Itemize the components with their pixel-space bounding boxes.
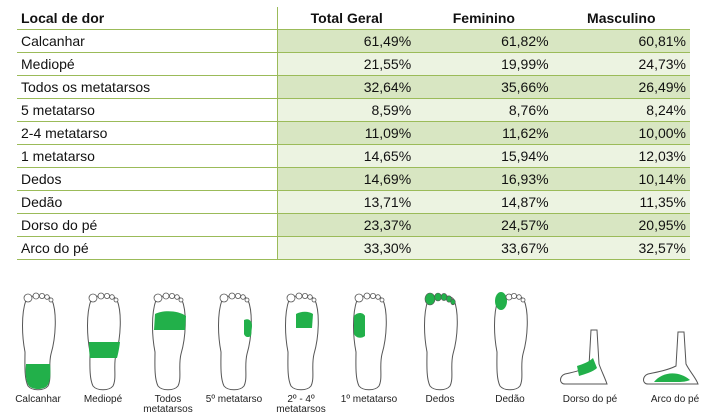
foot-dorsum-side-icon [560,329,608,385]
foot-fifth-metatarsal-icon [218,292,252,391]
foot-diagram-strip: Calcanhar Mediopé Todos metatarsos 5º me… [0,292,713,420]
cell-masculino: 20,95% [552,213,690,237]
foot-heel-icon [22,292,56,391]
cell-total: 23,37% [277,213,416,237]
foot-2-4-metatarsos: 2º - 4º metatarsos [266,292,336,420]
table-row: Calcanhar 61,49% 61,82% 60,81% [17,29,690,53]
table-header-row: Local de dor Total Geral Feminino Mascul… [17,7,690,30]
cell-total: 32,64% [277,75,416,99]
foot-5-metatarso: 5º metatarso [199,292,269,420]
header-masculino: Masculino [552,7,690,30]
label-todos-metatarsos: metatarsos [143,404,193,415]
label-calcanhar: Calcanhar [15,394,61,405]
foot-big-toe-icon [494,292,528,391]
label-todos: Todos [154,394,182,405]
foot-toes-icon [424,292,458,391]
table-row: 5 metatarso 8,59% 8,76% 8,24% [17,98,690,122]
cell-total: 11,09% [277,121,416,145]
header-local: Local de dor [17,7,278,30]
cell-feminino: 14,87% [415,190,553,214]
cell-feminino: 8,76% [415,98,553,122]
label-arco: Arco do pé [650,394,700,405]
cell-masculino: 10,00% [552,121,690,145]
foot-midfoot-icon [87,292,121,391]
cell-masculino: 8,24% [552,98,690,122]
label-2-4: 2º - 4º [287,394,315,405]
foot-calcanhar: Calcanhar [3,292,73,420]
cell-feminino: 16,93% [415,167,553,191]
row-label: Dedão [17,190,278,214]
header-total: Total Geral [277,7,416,30]
cell-feminino: 61,82% [415,29,553,53]
cell-total: 14,65% [277,144,416,168]
table-row: Dedão 13,71% 14,87% 11,35% [17,190,690,214]
foot-dedos: Dedos [405,292,475,420]
foot-arch-side-icon [643,331,699,385]
foot-dorso: Dorso do pé [555,292,625,420]
foot-1-metatarso: 1º metatarso [334,292,404,420]
row-label: Arco do pé [17,236,278,260]
cell-feminino: 11,62% [415,121,553,145]
cell-total: 61,49% [277,29,416,53]
label-2-4-metatarsos: metatarsos [276,404,326,415]
cell-masculino: 11,35% [552,190,690,214]
foot-todos-metatarsos: Todos metatarsos [133,292,203,420]
cell-feminino: 33,67% [415,236,553,260]
cell-masculino: 26,49% [552,75,690,99]
label-mediope: Mediopé [83,394,123,405]
pain-location-table: Local de dor Total Geral Feminino Mascul… [17,7,690,260]
table-row: 2-4 metatarso 11,09% 11,62% 10,00% [17,121,690,145]
cell-total: 33,30% [277,236,416,260]
label-1-metatarso: 1º metatarso [340,394,398,405]
foot-metatarsals-icon [152,292,186,391]
label-dedao: Dedão [495,394,525,405]
row-label: Mediopé [17,52,278,76]
cell-masculino: 60,81% [552,29,690,53]
cell-total: 21,55% [277,52,416,76]
cell-masculino: 32,57% [552,236,690,260]
foot-middle-metatarsals-icon [285,292,319,391]
cell-masculino: 12,03% [552,144,690,168]
cell-total: 14,69% [277,167,416,191]
row-label: Todos os metatarsos [17,75,278,99]
label-dedos: Dedos [425,394,455,405]
cell-feminino: 24,57% [415,213,553,237]
table-row: 1 metatarso 14,65% 15,94% 12,03% [17,144,690,168]
cell-feminino: 35,66% [415,75,553,99]
row-label: Dorso do pé [17,213,278,237]
foot-dedao: Dedão [475,292,545,420]
header-feminino: Feminino [415,7,553,30]
cell-masculino: 10,14% [552,167,690,191]
row-label: 1 metatarso [17,144,278,168]
foot-arco: Arco do pé [640,292,710,420]
cell-total: 13,71% [277,190,416,214]
row-label: 2-4 metatarso [17,121,278,145]
cell-total: 8,59% [277,98,416,122]
table-row: Dorso do pé 23,37% 24,57% 20,95% [17,213,690,237]
table-row: Dedos 14,69% 16,93% 10,14% [17,167,690,191]
table-row: Mediopé 21,55% 19,99% 24,73% [17,52,690,76]
foot-mediope: Mediopé [68,292,138,420]
foot-first-metatarsal-icon [353,292,387,391]
label-dorso: Dorso do pé [562,394,618,405]
table-row: Arco do pé 33,30% 33,67% 32,57% [17,236,690,260]
cell-feminino: 19,99% [415,52,553,76]
row-label: Dedos [17,167,278,191]
row-label: 5 metatarso [17,98,278,122]
cell-feminino: 15,94% [415,144,553,168]
table-row: Todos os metatarsos 32,64% 35,66% 26,49% [17,75,690,99]
row-label: Calcanhar [17,29,278,53]
cell-masculino: 24,73% [552,52,690,76]
label-5-metatarso: 5º metatarso [205,394,263,405]
